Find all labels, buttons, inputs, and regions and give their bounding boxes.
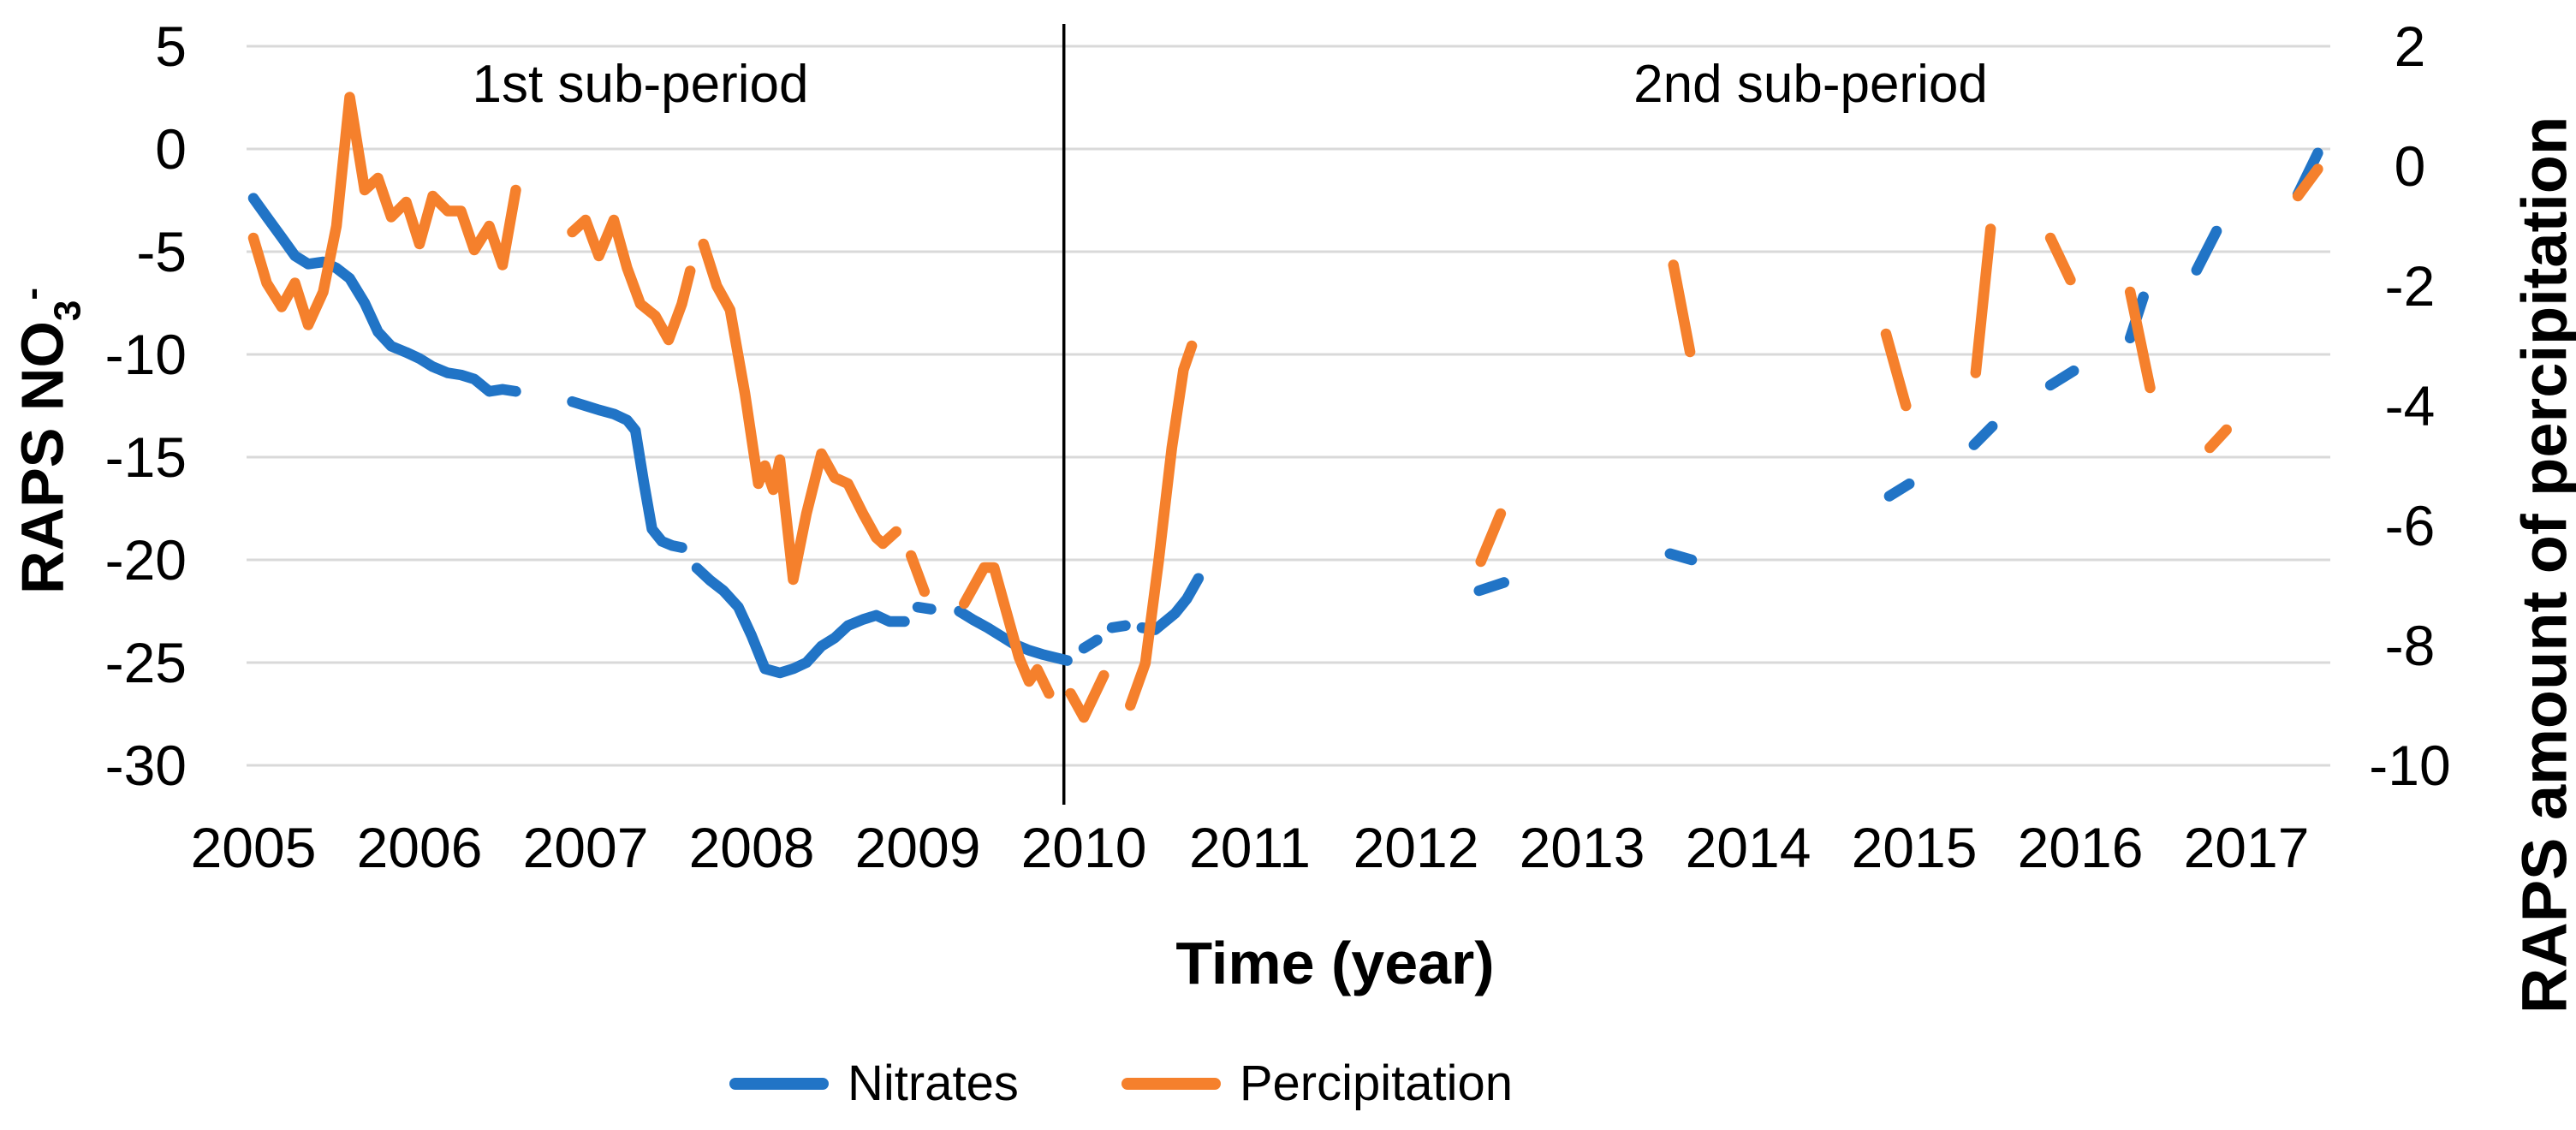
x-axis-tick-2015: 2015	[1851, 816, 1978, 879]
right-axis-title: RAPS amount of percipitation	[2508, 116, 2576, 1014]
right-axis-tick--10: -10	[2369, 734, 2451, 797]
x-axis-tick-2006: 2006	[356, 816, 483, 879]
nitrates-line-swatch	[729, 1078, 829, 1090]
legend: Nitrates Percipitation	[0, 1050, 2242, 1118]
legend-item-nitrates: Nitrates	[729, 1056, 1019, 1112]
legend-label-percipitation: Percipitation	[1239, 1056, 1513, 1111]
nitrates-line	[247, 147, 2323, 679]
x-axis-tick-2011: 2011	[1189, 816, 1311, 879]
left-axis-tick--15: -15	[104, 425, 187, 489]
x-axis-tick-2010: 2010	[1020, 816, 1147, 879]
x-axis-title: Time (year)	[1175, 930, 1495, 996]
left-axis-tick--5: -5	[136, 220, 187, 283]
left-axis-title-main: RAPS NO	[9, 321, 76, 595]
legend-item-percipitation: Percipitation	[1121, 1056, 1513, 1112]
x-axis-tick-2016: 2016	[2017, 816, 2144, 879]
right-axis-tick-0: 0	[2394, 134, 2426, 198]
x-axis-tick-2014: 2014	[1685, 816, 1812, 879]
left-axis-title-superscript: -	[10, 287, 53, 300]
right-axis-tick--8: -8	[2384, 614, 2436, 677]
left-axis-tick--10: -10	[104, 323, 187, 386]
percipitation-line-swatch	[1121, 1078, 1221, 1090]
left-axis-title-subscript: 3	[46, 300, 89, 322]
left-axis-tick--20: -20	[104, 528, 187, 592]
right-axis-tick--2: -2	[2384, 254, 2436, 318]
annotation-second-sub-period: 2nd sub-period	[1633, 55, 1988, 114]
percipitation-line	[247, 92, 2323, 723]
left-axis-tick--30: -30	[104, 734, 187, 797]
left-axis-tick-5: 5	[155, 15, 187, 78]
x-axis-tick-2009: 2009	[854, 816, 981, 879]
x-axis-tick-2007: 2007	[522, 816, 649, 879]
annotation-first-sub-period: 1st sub-period	[472, 55, 809, 114]
left-axis-title: RAPS NO3-	[9, 288, 90, 594]
x-axis-tick-2005: 2005	[190, 816, 317, 879]
x-axis-tick-2012: 2012	[1353, 816, 1479, 879]
x-axis-tick-2013: 2013	[1519, 816, 1645, 879]
right-axis-tick--4: -4	[2384, 374, 2436, 437]
x-axis-tick-2017: 2017	[2183, 816, 2310, 879]
right-axis-tick-2: 2	[2394, 15, 2426, 78]
x-axis-tick-2008: 2008	[688, 816, 815, 879]
left-axis-tick-0: 0	[155, 117, 187, 181]
right-axis-tick--6: -6	[2384, 494, 2436, 557]
left-axis-tick--25: -25	[104, 631, 187, 694]
legend-label-nitrates: Nitrates	[848, 1056, 1019, 1111]
